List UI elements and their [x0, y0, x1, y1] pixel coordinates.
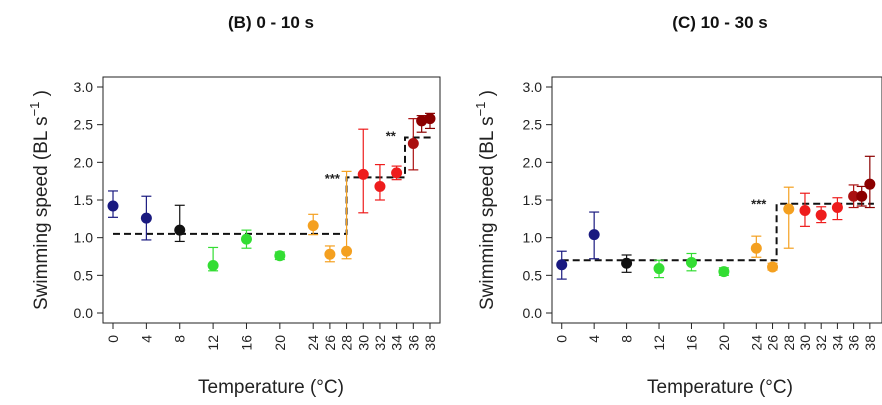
y-tick-label: 2.5	[74, 117, 94, 133]
data-point	[240, 233, 252, 245]
y-tick-label: 2.0	[74, 154, 94, 170]
step-trend-line	[113, 136, 435, 235]
x-tick-label: 4	[138, 335, 154, 343]
x-tick-label: 4	[586, 335, 602, 343]
data-point	[207, 260, 219, 272]
x-tick-label: 16	[683, 335, 699, 351]
x-tick-label: 26	[322, 335, 338, 351]
data-point	[848, 190, 860, 202]
data-point	[799, 205, 811, 217]
y-tick-label: 2.0	[523, 154, 543, 170]
x-tick-label: 16	[238, 335, 254, 351]
significance-label: **	[386, 129, 397, 144]
panel-c: (C) 10 - 30 s 0.0 0.5 1.0 1.5 2.0 2.5 3.0 0 4 8 12 1…	[473, 13, 882, 398]
data-point	[107, 200, 119, 212]
x-tick-label: 30	[797, 335, 813, 351]
data-point	[140, 212, 152, 224]
data-point	[374, 180, 386, 192]
data-point	[831, 202, 843, 214]
y-tick-label: 1.0	[523, 230, 543, 246]
x-tick-label: 32	[813, 335, 829, 351]
data-point	[307, 220, 319, 232]
data-point	[174, 224, 186, 236]
y-axis-label: Swimming speed (BL s−1 )	[27, 90, 52, 310]
data-point	[424, 113, 436, 125]
x-tick-label: 36	[405, 335, 421, 351]
data-point	[588, 229, 600, 241]
data-point	[357, 168, 369, 180]
x-tick-label: 8	[172, 335, 188, 343]
significance-label: ***	[325, 171, 341, 186]
x-tick-label: 8	[619, 335, 635, 343]
x-axis-label: Temperature (°C)	[647, 377, 793, 398]
x-tick-label: 26	[765, 335, 781, 351]
x-tick-label: 0	[105, 335, 121, 343]
y-tick-label: 0.5	[74, 267, 94, 283]
data-point	[274, 250, 286, 262]
x-tick-label: 28	[339, 335, 355, 351]
y-tick-label: 3.0	[74, 79, 94, 95]
data-point	[750, 242, 762, 254]
x-tick-label: 34	[389, 335, 405, 351]
data-point	[621, 257, 633, 269]
x-tick-label: 28	[781, 335, 797, 351]
data-point	[653, 263, 665, 275]
data-point	[864, 178, 876, 190]
x-tick-label: 12	[651, 335, 667, 351]
data-point	[324, 248, 336, 260]
x-axis-label: Temperature (°C)	[198, 377, 344, 398]
plot-frame	[102, 76, 441, 324]
y-tick-label: 2.5	[523, 117, 543, 133]
y-tick-label: 0.0	[74, 305, 94, 321]
x-tick-label: 32	[372, 335, 388, 351]
y-tick-label: 1.0	[74, 230, 94, 246]
data-point	[767, 261, 779, 273]
x-tick-label: 38	[422, 335, 438, 351]
significance-label: ***	[751, 197, 767, 212]
x-tick-label: 0	[554, 335, 570, 343]
x-tick-label: 38	[862, 335, 878, 351]
y-tick-label: 1.5	[523, 192, 543, 208]
data-point	[391, 167, 403, 179]
x-tick-label: 34	[829, 335, 845, 351]
data-point	[783, 203, 795, 215]
data-point	[718, 266, 730, 278]
x-tick-label: 12	[205, 335, 221, 351]
data-point	[416, 115, 428, 127]
panel-title: (B) 0 - 10 s	[228, 13, 314, 32]
data-point	[815, 209, 827, 221]
x-tick-label: 20	[272, 335, 288, 351]
panel-title: (C) 10 - 30 s	[672, 13, 767, 32]
y-axis-label: Swimming speed (BL s−1 )	[473, 90, 498, 310]
y-tick-label: 3.0	[523, 79, 543, 95]
data-point	[685, 257, 697, 269]
data-point	[856, 190, 868, 202]
y-tick-label: 0.5	[523, 267, 543, 283]
step-trend-line	[561, 202, 874, 262]
x-tick-label: 24	[305, 335, 321, 351]
data-point	[407, 138, 419, 149]
data-point	[341, 245, 353, 257]
data-point	[556, 259, 568, 271]
y-tick-label: 1.5	[74, 192, 94, 208]
panel-b: (B) 0 - 10 s 0.0 0.5 1.0 1.5 2.0 2.5 3.0 0 4 8 12 16…	[27, 13, 441, 398]
x-tick-label: 36	[846, 335, 862, 351]
x-tick-label: 20	[716, 335, 732, 351]
x-tick-label: 30	[355, 335, 371, 351]
plot-frame	[551, 76, 882, 324]
y-tick-label: 0.0	[523, 305, 543, 321]
x-tick-label: 24	[748, 335, 764, 351]
